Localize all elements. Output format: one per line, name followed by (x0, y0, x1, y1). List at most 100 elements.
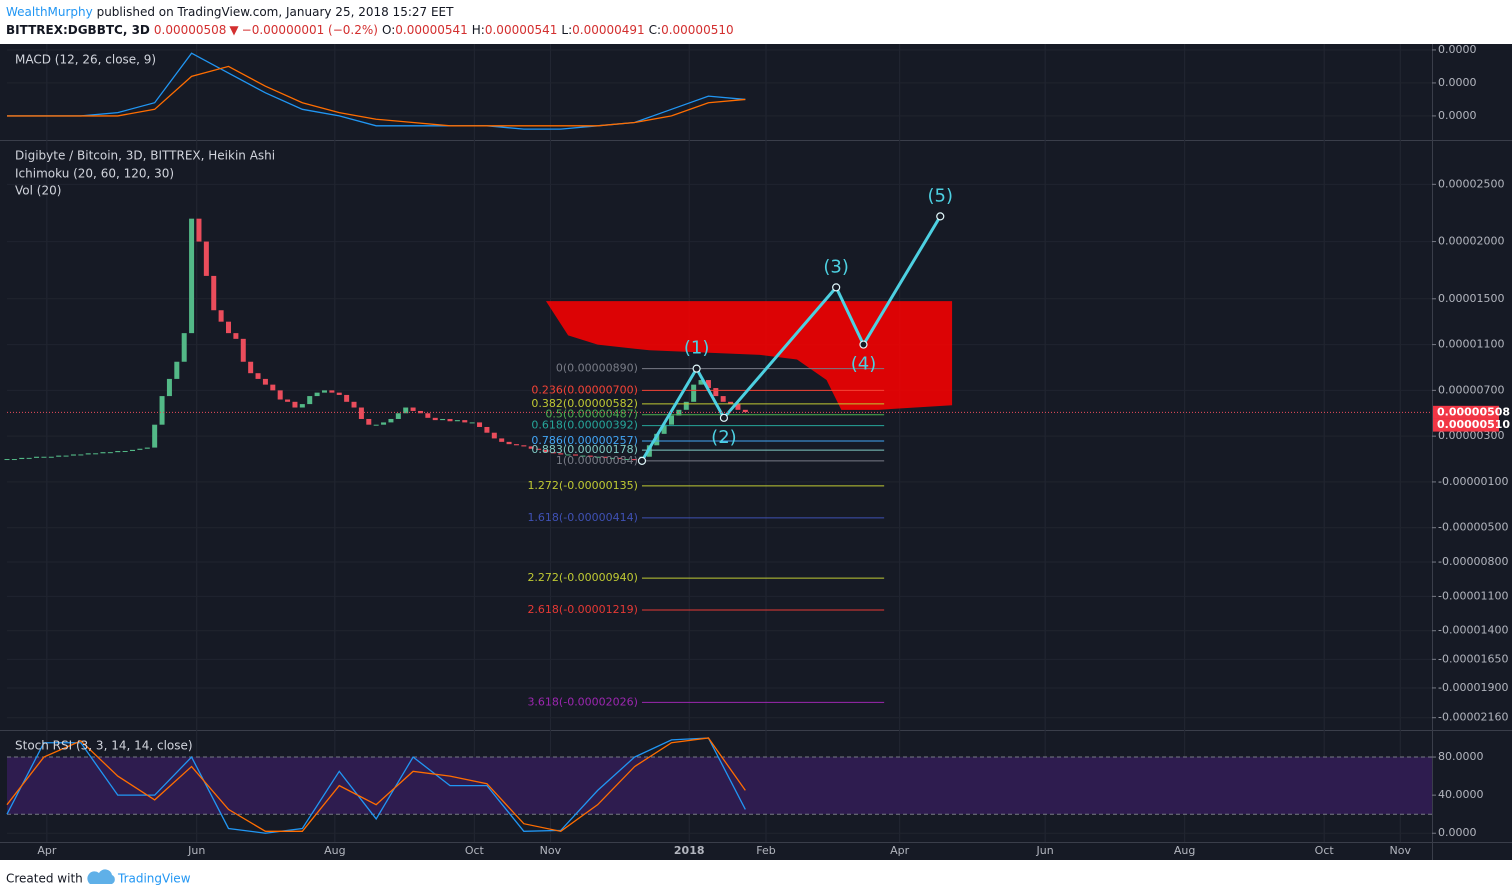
candle (130, 449, 136, 452)
price-tag-label: 0.00000508 (1437, 405, 1510, 418)
ohlc-value: 0.00000491 (572, 23, 645, 37)
candle (565, 454, 571, 456)
candle (19, 457, 25, 460)
y-tick-label: -0.00002160 (1438, 711, 1508, 724)
x-tick-label: Jun (187, 844, 205, 857)
series-line (7, 65, 746, 127)
candle (617, 457, 623, 460)
price-tag (1433, 418, 1499, 432)
candle (550, 452, 556, 454)
indicator-label: Vol (20) (15, 184, 61, 198)
candle (255, 373, 261, 379)
candle (34, 456, 40, 458)
x-tick-label: Jun (1036, 844, 1054, 857)
candle (159, 396, 165, 425)
candle (632, 459, 638, 461)
candle (11, 459, 17, 461)
candle (506, 441, 512, 445)
candle (521, 445, 527, 447)
candle (403, 407, 409, 414)
candle (107, 452, 113, 454)
candle (477, 422, 483, 427)
wave-point (832, 283, 841, 292)
series-line (6, 737, 746, 833)
candle (676, 409, 682, 416)
wave-label: (2) (711, 427, 737, 448)
fib-label: 0.382(0.00000582) (531, 397, 638, 410)
x-tick-label: Aug (324, 844, 345, 857)
series-line (6, 737, 746, 834)
candle (462, 420, 468, 423)
header-line: WealthMurphy published on TradingView.co… (6, 5, 454, 19)
candle (211, 275, 217, 311)
price-tag-label: 0.00000510 (1437, 418, 1510, 431)
elliott-wave (640, 215, 942, 462)
author[interactable]: WealthMurphy (6, 5, 93, 19)
candle (698, 380, 704, 385)
wave-label: (4) (851, 354, 877, 375)
wave-point (637, 456, 647, 465)
y-tick-label: 0.00002500 (1438, 177, 1504, 190)
candle (410, 407, 416, 411)
candle (144, 447, 150, 449)
candle (432, 417, 438, 421)
ohlc-label: C: (649, 23, 661, 37)
y-tick-label: 0.00002000 (1438, 235, 1504, 248)
candle (56, 455, 62, 457)
symbol: BITTREX:DGBBTC, 3D (6, 23, 150, 37)
footer-text: Created with (6, 872, 83, 886)
candle (528, 446, 534, 449)
candle (226, 321, 232, 334)
fib-label: 2.618(-0.00001219) (527, 603, 638, 616)
quote-line: BITTREX:DGBBTC, 3D 0.00000508 ▼ −0.00000001… (6, 23, 734, 37)
candle (122, 451, 128, 453)
header-bg (0, 0, 1512, 44)
ichimoku-cloud (545, 301, 953, 410)
candle (299, 404, 305, 408)
y-tick-label: 0.00001500 (1438, 292, 1504, 305)
candle (218, 310, 224, 322)
candle (381, 422, 387, 425)
candle (669, 415, 675, 425)
candle (63, 455, 69, 457)
candle (595, 456, 601, 458)
pane-title: Stoch RSI (3, 3, 14, 14, close) (15, 739, 193, 753)
candle (78, 454, 84, 456)
candle (654, 433, 660, 446)
candle (602, 456, 608, 458)
pane-title: MACD (12, 26, close, 9) (15, 53, 156, 67)
fib-label: 3.618(-0.00002026) (527, 695, 638, 708)
y-tick-label: 0.0000 (1438, 109, 1477, 122)
candle (137, 448, 143, 450)
wave-point (859, 340, 868, 349)
wave-label: (1) (684, 338, 710, 359)
wave-label: (5) (928, 185, 954, 206)
candle (491, 432, 497, 439)
candle (248, 361, 254, 374)
band (7, 757, 1432, 815)
candle (536, 448, 542, 450)
candle (41, 456, 47, 458)
wave-point (936, 212, 945, 221)
y-tick-label: -0.00001900 (1438, 681, 1508, 694)
candle (720, 396, 726, 402)
candle (388, 418, 394, 423)
candle (285, 399, 291, 402)
candle (292, 401, 298, 408)
x-tick-label: Apr (37, 844, 57, 857)
candle (233, 333, 239, 339)
candle (683, 401, 689, 410)
candle (543, 449, 549, 453)
price-tag (1433, 405, 1499, 419)
fib-label: 1.272(-0.00000135) (527, 479, 638, 492)
y-tick-label: 40.0000 (1438, 788, 1484, 801)
footer-brand[interactable]: TradingView (117, 872, 191, 886)
candle (440, 418, 446, 421)
candle (314, 392, 320, 397)
candle (196, 218, 202, 242)
candle (70, 454, 76, 456)
x-tick-label: Feb (756, 844, 775, 857)
ohlc-value: 0.00000541 (395, 23, 468, 37)
candle (174, 361, 180, 379)
